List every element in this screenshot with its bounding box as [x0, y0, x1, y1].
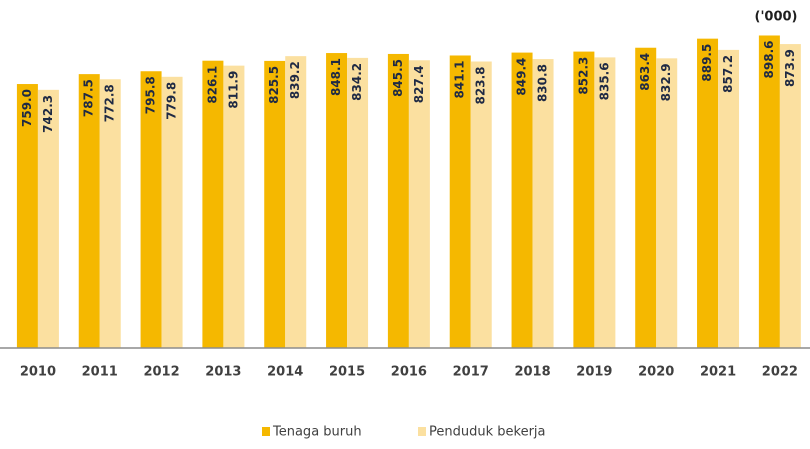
value-label: 852.3	[576, 57, 590, 95]
bar	[697, 38, 719, 348]
value-label: 823.8	[474, 67, 488, 105]
bar	[779, 44, 801, 349]
x-tick-label: 2010	[20, 365, 56, 380]
x-tick-label: 2014	[267, 365, 303, 380]
bar	[387, 53, 409, 348]
value-label: 759.0	[20, 89, 34, 127]
bar	[16, 84, 38, 348]
value-label: 811.9	[226, 71, 240, 109]
value-label: 845.5	[391, 59, 405, 97]
bar	[408, 60, 430, 349]
value-label: 825.5	[267, 66, 281, 104]
bar	[78, 74, 100, 348]
bar	[347, 57, 369, 348]
x-tick-label: 2021	[700, 365, 736, 380]
x-tick-label: 2019	[576, 365, 612, 380]
bar	[511, 52, 533, 348]
bar	[470, 61, 492, 348]
value-label: 832.9	[659, 63, 673, 101]
legend-swatch	[418, 427, 426, 436]
bar	[532, 59, 554, 348]
bar	[656, 58, 678, 349]
value-label: 889.5	[700, 44, 714, 82]
bar	[285, 56, 307, 348]
x-tick-label: 2018	[514, 365, 550, 380]
value-label: 787.5	[82, 79, 96, 117]
value-label: 772.8	[103, 84, 117, 122]
value-label: 779.8	[165, 82, 179, 120]
value-label: 827.4	[412, 65, 426, 103]
bar	[326, 53, 348, 348]
bar	[140, 71, 162, 349]
value-label: 857.2	[721, 55, 735, 93]
value-label: 849.4	[515, 58, 529, 96]
bar	[594, 57, 616, 349]
x-tick-label: 2020	[638, 365, 674, 380]
bar	[718, 49, 740, 348]
bar	[37, 89, 59, 349]
x-tick-label: 2016	[391, 365, 427, 380]
bar	[202, 60, 224, 349]
x-tick-label: 2012	[143, 365, 179, 380]
unit-annotation: ('000)	[755, 10, 798, 25]
value-label: 795.8	[144, 76, 158, 114]
value-label: 898.6	[762, 40, 776, 78]
value-label: 848.1	[329, 58, 343, 96]
bar	[223, 65, 245, 348]
x-tick-label: 2022	[762, 365, 798, 380]
x-tick-label: 2015	[329, 365, 365, 380]
value-label: 830.8	[536, 64, 550, 102]
legend-swatch	[262, 427, 270, 436]
value-label: 834.2	[350, 63, 364, 101]
bar	[264, 60, 286, 348]
bar	[758, 35, 780, 349]
bar	[99, 79, 121, 348]
value-label: 839.2	[288, 61, 302, 99]
legend-label: Penduduk bekerja	[429, 425, 546, 440]
value-label: 863.4	[638, 53, 652, 91]
x-tick-label: 2017	[453, 365, 489, 380]
bar	[635, 47, 657, 348]
value-label: 835.6	[597, 62, 611, 100]
x-tick-label: 2013	[205, 365, 241, 380]
bar	[573, 51, 595, 349]
legend-label: Tenaga buruh	[272, 425, 362, 440]
value-label: 826.1	[205, 66, 219, 104]
bar	[161, 76, 183, 348]
value-label: 873.9	[783, 49, 797, 87]
value-label: 742.3	[41, 95, 55, 133]
x-tick-label: 2011	[82, 365, 118, 380]
value-label: 841.1	[453, 60, 467, 98]
bar	[449, 55, 471, 349]
